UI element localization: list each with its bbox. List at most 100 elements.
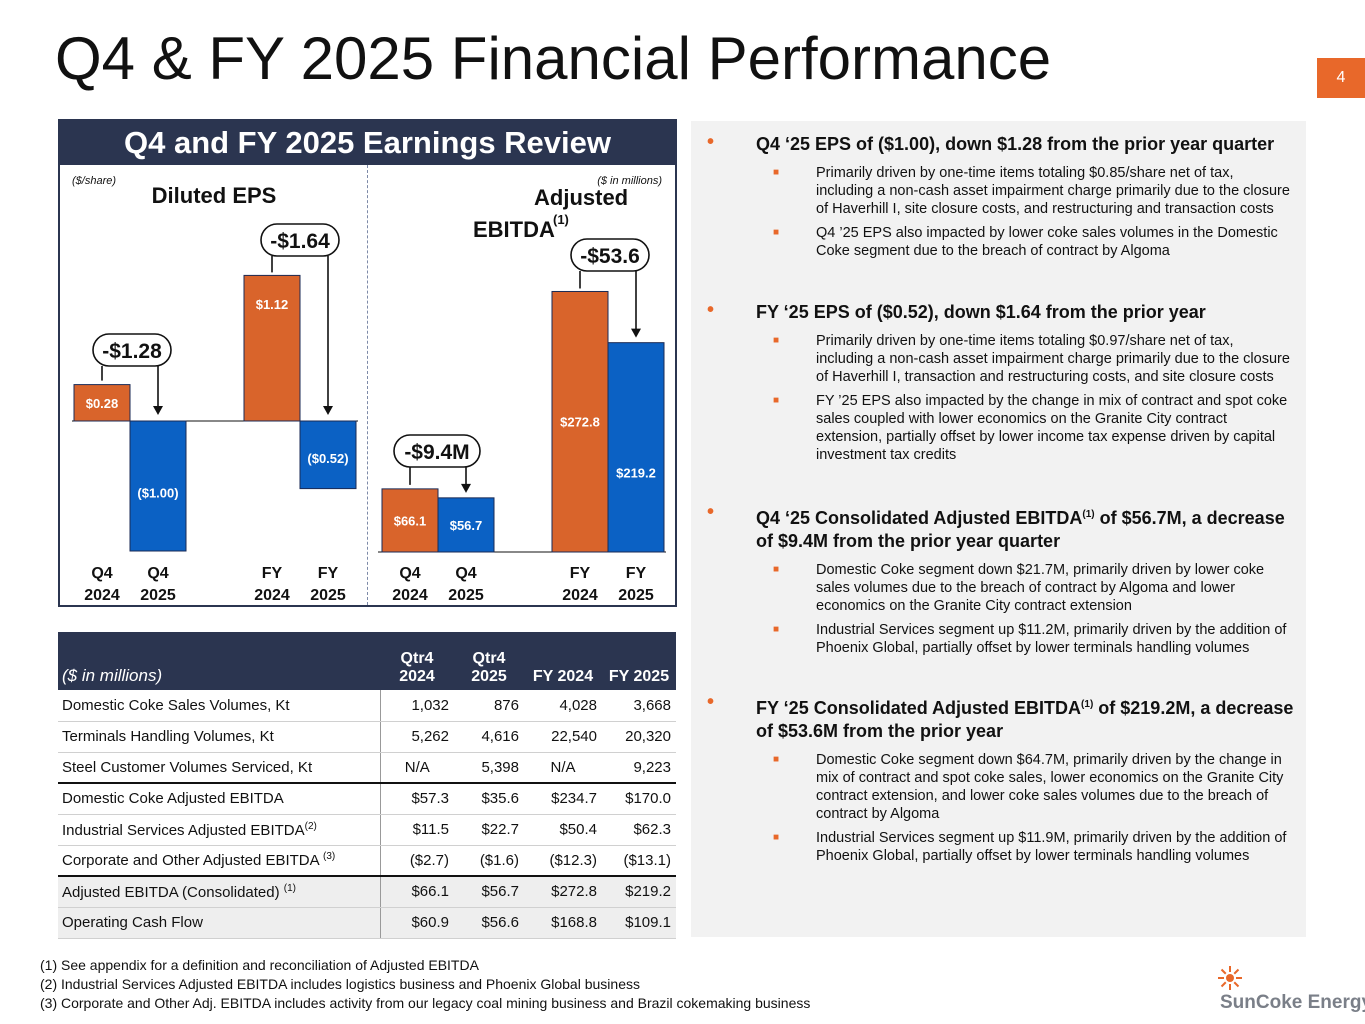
table-row: Domestic Coke Sales Volumes, Kt 1,032 876 4… bbox=[58, 690, 676, 722]
sub-bullet-icon: ■ bbox=[773, 754, 780, 765]
table-cell: ($13.1) bbox=[602, 845, 676, 877]
commentary-sub-bullet: ■ Primarily driven by one-time items tota… bbox=[691, 332, 1306, 386]
ebitda-value-label: $66.1 bbox=[394, 513, 427, 528]
footnotes: (1) See appendix for a definition and re… bbox=[40, 956, 810, 1013]
table-cell: 5,262 bbox=[380, 721, 454, 753]
table-cell: $272.8 bbox=[524, 876, 602, 908]
page-number: 4 bbox=[1317, 58, 1365, 98]
table-cell: 9,223 bbox=[602, 752, 676, 784]
table-row: Operating Cash Flow $60.9 $56.6 $168.8 $109.… bbox=[58, 907, 676, 939]
sub-bullet-icon: ■ bbox=[773, 227, 780, 238]
table-cell: N/A bbox=[380, 752, 454, 784]
footnote-ref: (1) bbox=[1082, 509, 1095, 520]
eps-value-label: ($0.52) bbox=[307, 451, 348, 466]
table-units-header: ($ in millions) bbox=[58, 632, 380, 690]
commentary-sub-bullet: ■ Domestic Coke segment down $64.7M, prim… bbox=[691, 751, 1306, 823]
table-col-header: Qtr4 2024 bbox=[380, 632, 454, 690]
sub-bullet-icon: ■ bbox=[773, 335, 780, 346]
ebitda-fy-change-bubble bbox=[570, 238, 650, 272]
commentary-sub-bullet: ■ Domestic Coke segment down $21.7M, prim… bbox=[691, 561, 1306, 615]
ebitda-title-line2: EBITDA bbox=[473, 217, 555, 242]
commentary-bullet: • FY ‘25 EPS of ($0.52), down $1.64 from … bbox=[691, 299, 1306, 324]
footnote-ref: (1) bbox=[1081, 699, 1094, 710]
ebitda-category-label: Q4 bbox=[455, 565, 476, 582]
eps-value-label: $0.28 bbox=[86, 396, 119, 411]
table-row: Adjusted EBITDA (Consolidated) (1) $66.1 $… bbox=[58, 876, 676, 908]
eps-fy-change: -$1.64 bbox=[270, 230, 330, 253]
row-label: Steel Customer Volumes Serviced, Kt bbox=[58, 752, 381, 784]
sub-bullet-text: Q4 ’25 EPS also impacted by lower coke s… bbox=[816, 225, 1278, 259]
company-logo: SunCoke Energy® bbox=[1220, 992, 1365, 1014]
bullet-icon: • bbox=[707, 131, 715, 153]
row-label-text: Steel Customer Volumes Serviced, Kt bbox=[62, 758, 313, 776]
ebitda-units: ($ in millions) bbox=[597, 175, 662, 187]
eps-category-label: Q4 bbox=[147, 565, 168, 582]
ebitda-category-label-year: 2024 bbox=[562, 587, 598, 604]
sun-icon bbox=[1218, 966, 1242, 990]
bullet-text: Q4 ‘25 EPS of ($1.00), down $1.28 from t… bbox=[756, 134, 1275, 154]
bullet-icon: • bbox=[707, 501, 715, 523]
table-header-row: ($ in millions) Qtr4 2024 Qtr4 2025 FY 2… bbox=[58, 632, 676, 690]
sub-bullet-text: Primarily driven by one-time items total… bbox=[816, 333, 1290, 385]
table-cell: $234.7 bbox=[524, 783, 602, 815]
table-cell: 20,320 bbox=[602, 721, 676, 753]
sub-bullet-icon: ■ bbox=[773, 624, 780, 635]
table-cell: $60.9 bbox=[380, 907, 454, 939]
table-cell: 3,668 bbox=[602, 690, 676, 722]
ebitda-title: Adjusted bbox=[534, 185, 628, 210]
ebitda-fy-change: -$53.6 bbox=[580, 245, 640, 268]
bullet-icon: • bbox=[707, 299, 715, 321]
row-label-text: Domestic Coke Sales Volumes, Kt bbox=[62, 696, 290, 714]
ebitda-title-footnote: (1) bbox=[553, 212, 569, 227]
ebitda-value-label: $219.2 bbox=[616, 466, 656, 481]
ebitda-q-change-bubble bbox=[393, 434, 481, 468]
eps-category-label: FY bbox=[318, 565, 339, 582]
eps-title: Diluted EPS bbox=[152, 183, 277, 208]
ebitda-bar bbox=[437, 497, 495, 553]
adjusted-ebitda-chart: $66.1 Q4 2024 $56.7 Q4 2025 $272.8 FY 2024 $219.2… bbox=[378, 175, 666, 604]
table-cell: 4,028 bbox=[524, 690, 602, 722]
commentary-bullet: • Q4 ‘25 Consolidated Adjusted EBITDA(1) … bbox=[691, 501, 1306, 553]
sub-bullet-text: FY ’25 EPS also impacted by the change i… bbox=[816, 393, 1288, 463]
table-cell: $56.7 bbox=[454, 876, 524, 908]
table-col-header: FY 2025 bbox=[602, 632, 676, 690]
table-row: Steel Customer Volumes Serviced, Kt N/A 5,… bbox=[58, 752, 676, 784]
footnote: (3) Corporate and Other Adj. EBITDA incl… bbox=[40, 995, 811, 1011]
ebitda-category-label: FY bbox=[570, 565, 591, 582]
row-label-text: Corporate and Other Adjusted EBITDA bbox=[62, 852, 323, 870]
commentary-bullet: • FY ‘25 Consolidated Adjusted EBITDA(1) … bbox=[691, 691, 1306, 743]
commentary-sub-bullet: ■ FY ’25 EPS also impacted by the change … bbox=[691, 392, 1306, 464]
sub-bullet-text: Primarily driven by one-time items total… bbox=[816, 165, 1290, 217]
eps-category-label-year: 2025 bbox=[310, 587, 346, 604]
sub-bullet-text: Industrial Services segment up $11.9M, p… bbox=[816, 830, 1287, 864]
eps-q-change: -$1.28 bbox=[102, 340, 162, 363]
panel-header: Q4 and FY 2025 Earnings Review bbox=[60, 121, 675, 165]
row-label-text: Terminals Handling Volumes, Kt bbox=[62, 728, 274, 745]
commentary-section: • FY ‘25 Consolidated Adjusted EBITDA(1) … bbox=[691, 691, 1306, 865]
commentary-section: • Q4 ‘25 EPS of ($1.00), down $1.28 from … bbox=[691, 131, 1306, 260]
metrics-table: ($ in millions) Qtr4 2024 Qtr4 2025 FY 2… bbox=[58, 632, 676, 939]
footnote: (2) Industrial Services Adjusted EBITDA … bbox=[40, 976, 640, 992]
table-cell: ($1.6) bbox=[454, 845, 524, 877]
row-label: Corporate and Other Adjusted EBITDA (3) bbox=[58, 845, 381, 877]
table-cell: ($2.7) bbox=[380, 845, 454, 877]
table-cell: $35.6 bbox=[454, 783, 524, 815]
commentary-bullet: • Q4 ‘25 EPS of ($1.00), down $1.28 from … bbox=[691, 131, 1306, 156]
table-col-header: FY 2024 bbox=[524, 632, 602, 690]
eps-category-label-year: 2025 bbox=[140, 587, 176, 604]
row-label: Industrial Services Adjusted EBITDA(2) bbox=[58, 814, 381, 846]
ebitda-category-label: Q4 bbox=[399, 565, 420, 582]
ebitda-q-arrow-head bbox=[461, 483, 471, 493]
bullet-text: of $219.2M, a decrease of $53.6M from th… bbox=[756, 698, 1294, 741]
table-cell: $57.3 bbox=[380, 783, 454, 815]
commentary-sub-bullet: ■ Industrial Services segment up $11.2M, … bbox=[691, 621, 1306, 657]
eps-category-label: FY bbox=[262, 565, 283, 582]
sub-bullet-text: Industrial Services segment up $11.2M, p… bbox=[816, 622, 1287, 656]
table-row: Corporate and Other Adjusted EBITDA (3)(… bbox=[58, 845, 676, 877]
sub-bullet-text: Domestic Coke segment down $21.7M, prima… bbox=[816, 562, 1265, 614]
logo-text: SunCoke Energy bbox=[1220, 992, 1365, 1013]
sub-bullet-text: Domestic Coke segment down $64.7M, prima… bbox=[816, 752, 1284, 822]
ebitda-category-label-year: 2025 bbox=[448, 587, 484, 604]
sub-bullet-icon: ■ bbox=[773, 167, 780, 178]
footnote: (1) See appendix for a definition and re… bbox=[40, 957, 479, 973]
